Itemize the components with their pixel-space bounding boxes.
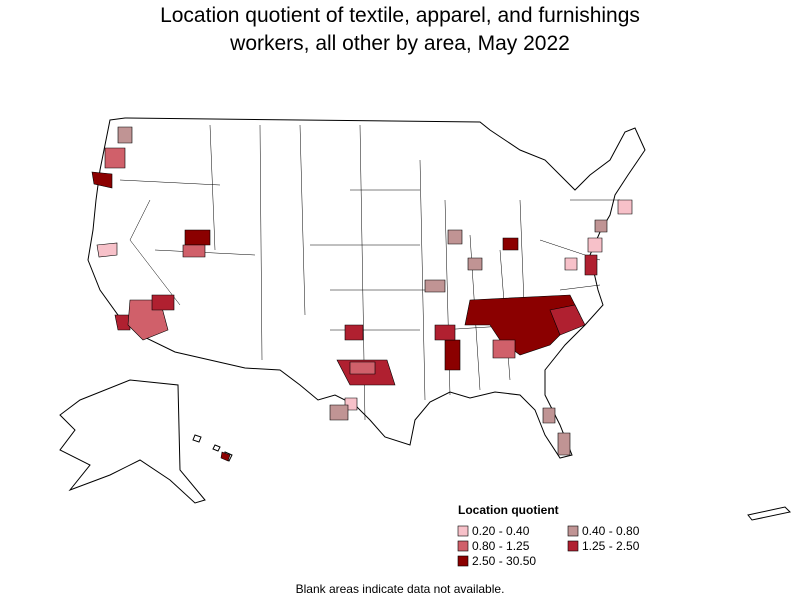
map [59, 117, 792, 521]
region [329, 404, 349, 421]
region [594, 219, 608, 233]
region [587, 237, 603, 253]
region [492, 339, 516, 359]
region [349, 361, 376, 375]
region [184, 229, 211, 246]
region [151, 294, 175, 311]
puerto-rico [747, 506, 792, 521]
region [542, 407, 556, 424]
region [117, 126, 133, 144]
region [96, 242, 118, 258]
alaska [59, 379, 206, 504]
region [344, 324, 364, 341]
region [467, 257, 483, 271]
region [91, 171, 113, 189]
legend-swatch [457, 555, 469, 567]
region [564, 257, 578, 271]
region [617, 199, 633, 215]
legend-label: 0.40 - 0.80 [582, 524, 640, 538]
title-line: workers, all other by area, May 2022 [229, 32, 570, 55]
legend-label: 0.20 - 0.40 [472, 524, 530, 538]
region [114, 314, 131, 331]
contiguous-us [87, 117, 646, 459]
legend-swatch [567, 540, 579, 552]
legend-swatch [457, 540, 469, 552]
legend-label: 0.80 - 1.25 [472, 539, 530, 553]
region [549, 304, 586, 336]
region [104, 147, 126, 169]
note: Blank areas indicate data not available. [296, 582, 505, 596]
region [447, 229, 463, 245]
legend: Location quotient 0.20 - 0.40 0.40 - 0.80… [457, 503, 640, 568]
region [424, 279, 446, 293]
region [182, 244, 206, 258]
legend-swatch [457, 525, 469, 537]
legend-title: Location quotient [458, 503, 559, 517]
region [220, 451, 231, 462]
title-line: Location quotient of textile, apparel, a… [160, 4, 640, 27]
region [444, 339, 461, 371]
legend-swatch [567, 525, 579, 537]
region [502, 237, 519, 251]
region [557, 432, 571, 456]
legend-label: 2.50 - 30.50 [472, 554, 536, 568]
region [434, 324, 456, 341]
legend-label: 1.25 - 2.50 [582, 539, 640, 553]
region [584, 254, 598, 276]
